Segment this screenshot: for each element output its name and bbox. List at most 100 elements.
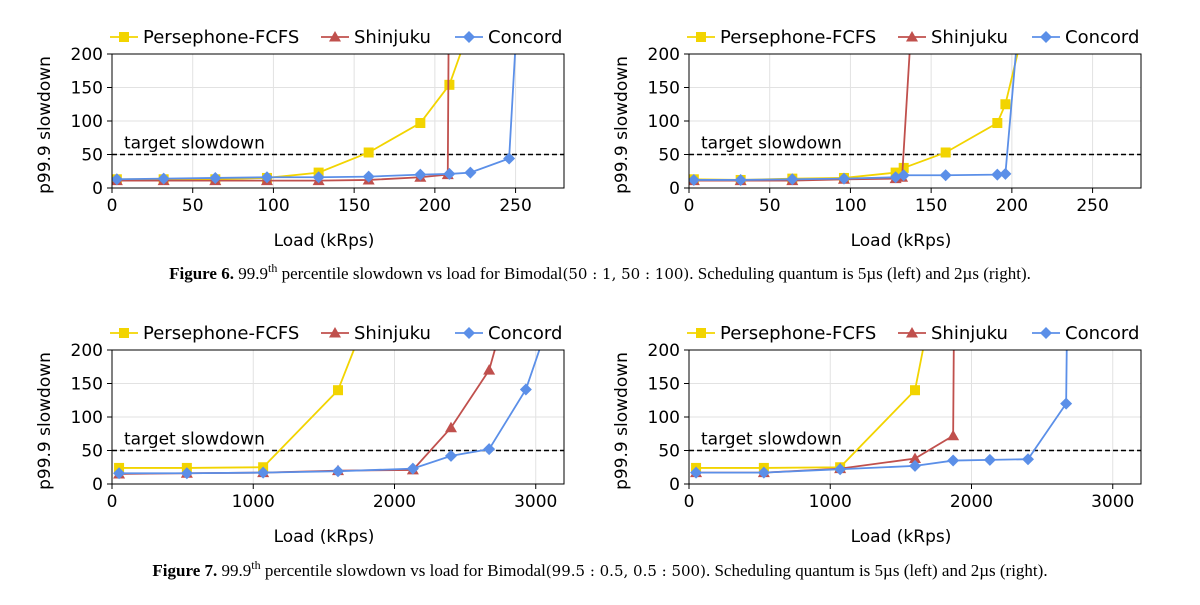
figure-7-caption-params: (99.5 : 0.5, 0.5 : 500) [545,562,706,580]
legend-marker-persephone [119,328,129,338]
data-point-concord [734,173,747,186]
series-line-persephone [693,54,1019,181]
series-line-concord [696,350,1068,474]
data-point-concord [257,466,270,479]
x-tick-label: 50 [182,196,204,216]
figure-7-label: Figure 7. [152,561,218,580]
legend-label: Persephone-FCFS [720,323,876,344]
figure-6-charts: target slowdown 0 50 100 150 200 250 0 50 100 150 2… [35,27,1142,251]
legend-marker-concord [1040,327,1052,339]
y-tick-label: 50 [81,442,103,462]
legend-marker-shinjuku [906,31,918,42]
legend-item-concord: Concord [1032,27,1139,48]
legend-item-shinjuku: Shinjuku [321,27,431,48]
legend-marker-shinjuku [906,327,918,338]
series-line-shinjuku [119,350,496,475]
figure-7-caption-sup: th [251,558,261,572]
data-point-persephone [333,385,343,396]
legend-item-shinjuku: Shinjuku [898,323,1008,344]
data-point-concord [983,453,996,466]
data-point-concord [180,467,193,480]
chart-fig6-right: target slowdown 0 50 100 150 200 250 0 50 100 150 2… [612,27,1142,251]
y-tick-label: 100 [71,408,103,428]
data-point-concord [157,172,170,185]
data-point-concord [786,173,799,186]
legend: Persephone-FCFS Shinjuku Concord [687,323,1139,344]
figure-6-caption-params: (50 : 1, 50 : 100) [562,265,690,283]
x-tick-label: 0 [684,492,695,512]
series-line-concord [693,54,1017,181]
y-tick-label: 0 [669,179,680,199]
data-point-concord [837,172,850,185]
y-tick-label: 200 [71,45,103,65]
data-point-concord [689,173,700,186]
legend-label: Persephone-FCFS [720,27,876,48]
x-tick-label: 3000 [514,492,557,512]
figure-7-caption-mid: percentile slowdown vs load for Bimodal [260,561,546,580]
data-point-persephone [898,162,909,173]
series-line-persephone [116,54,462,181]
y-tick-label: 100 [648,408,680,428]
figure-6-caption: Figure 6. 99.9th percentile slowdown vs … [0,262,1200,284]
data-point-persephone [992,118,1003,129]
y-tick-label: 50 [81,146,103,166]
data-point-persephone [910,385,920,396]
figure-6-caption-post: . Scheduling quantum is 5µs (left) and 2… [689,264,1031,283]
data-point-concord [406,462,419,475]
y-tick-label: 150 [648,375,680,395]
target-label: target slowdown [124,134,265,154]
x-tick-label: 1000 [809,492,852,512]
data-point-concord [464,166,477,179]
legend-item-concord: Concord [1032,323,1139,344]
data-point-concord [445,449,457,462]
data-point-concord [443,167,456,180]
data-point-concord [414,168,427,181]
figure-7-caption: Figure 7. 99.9th percentile slowdown vs … [0,558,1200,581]
legend-marker-persephone [696,32,706,42]
x-tick-label: 100 [257,196,289,216]
legend-label: Concord [488,323,562,344]
x-tick-label: 0 [107,196,118,216]
y-tick-label: 0 [92,179,103,199]
data-point-concord [947,454,960,467]
x-tick-label: 3000 [1091,492,1134,512]
data-point-concord [1022,453,1034,466]
legend-marker-shinjuku [329,31,341,42]
legend-label: Shinjuku [354,323,431,344]
legend-label: Persephone-FCFS [143,323,299,344]
data-point-concord [939,169,952,182]
y-tick-label: 100 [71,112,103,132]
target-label: target slowdown [701,134,842,154]
x-axis-label: Load (kRps) [851,527,952,547]
legend-marker-concord [1040,31,1052,43]
data-point-concord [834,463,847,476]
x-tick-label: 250 [499,196,531,216]
x-tick-label: 200 [996,196,1028,216]
legend-item-persephone: Persephone-FCFS [110,323,299,344]
legend-marker-concord [463,327,475,339]
x-tick-label: 150 [915,196,947,216]
y-axis-label: p99.9 slowdown [612,352,632,490]
chart-fig7-right: target slowdown 0 1000 2000 3000 0 50 100 150 200… [612,323,1142,547]
data-point-concord [112,173,123,186]
y-axis-label: p99.9 slowdown [35,352,55,490]
y-tick-label: 0 [669,475,680,495]
data-point-shinjuku [909,452,921,464]
x-tick-label: 100 [834,196,866,216]
legend-marker-persephone [696,328,706,338]
data-point-concord [690,466,703,479]
legend-label: Concord [1065,27,1139,48]
data-point-concord [999,167,1012,180]
data-point-concord [312,171,325,184]
legend-item-persephone: Persephone-FCFS [687,27,876,48]
series-line-shinjuku [696,350,955,474]
y-tick-label: 50 [658,146,680,166]
data-point-persephone [940,147,951,158]
legend-item-concord: Concord [455,323,562,344]
y-tick-label: 100 [648,112,680,132]
data-point-concord [757,466,770,479]
data-point-concord [209,171,222,184]
data-point-concord [503,152,516,165]
legend-marker-persephone [119,32,129,42]
